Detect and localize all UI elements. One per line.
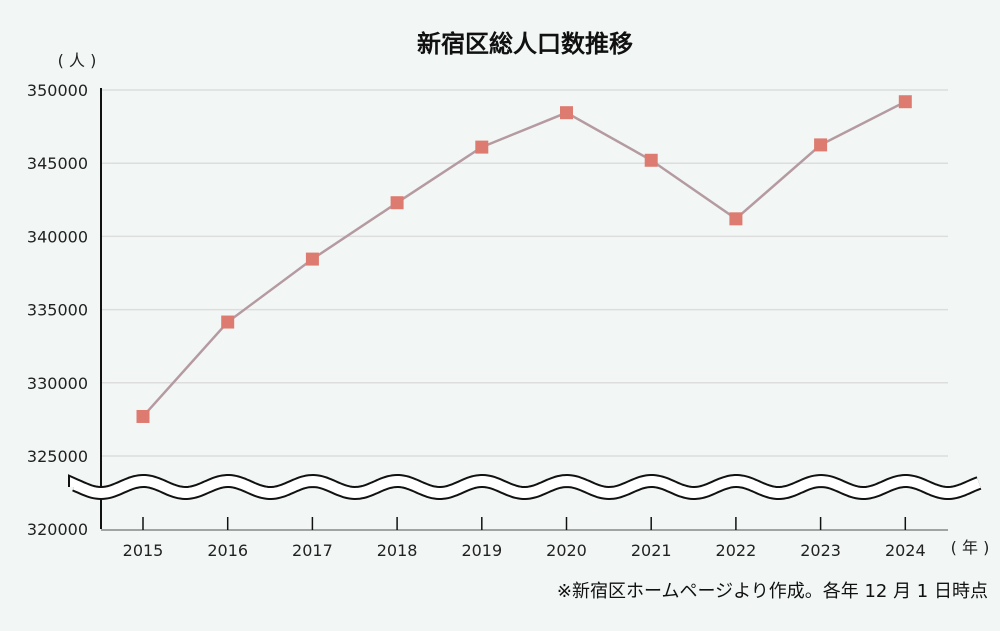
x-tick-label: 2018 — [377, 541, 418, 560]
data-point-marker — [136, 409, 150, 423]
y-tick-label: 320000 — [27, 520, 88, 539]
x-tick-label: 2021 — [631, 541, 672, 560]
source-note: ※新宿区ホームページより作成。各年 12 月 1 日時点 — [557, 581, 988, 602]
data-point-marker — [898, 95, 912, 109]
data-point-marker — [390, 196, 404, 210]
break-wave-fill — [70, 475, 981, 499]
data-point-marker — [475, 140, 489, 154]
data-point-marker — [305, 252, 319, 266]
y-tick-label: 325000 — [27, 447, 88, 466]
data-point-marker — [729, 212, 743, 226]
y-tick-label: 330000 — [27, 374, 88, 393]
y-axis-unit-label: ( 人 ) — [58, 51, 97, 70]
x-tick-label: 2022 — [716, 541, 757, 560]
data-point-marker — [644, 153, 658, 167]
x-tick-label: 2023 — [800, 541, 841, 560]
x-tick-label: 2024 — [885, 541, 926, 560]
x-tick-label: 2020 — [546, 541, 587, 560]
y-tick-label: 350000 — [27, 81, 88, 100]
y-tick-label: 345000 — [27, 154, 88, 173]
chart-title: 新宿区総人口数推移 — [417, 30, 633, 58]
y-tick-label: 335000 — [27, 301, 88, 320]
y-tick-label: 340000 — [27, 227, 88, 246]
x-axis-unit-label: ( 年 ) — [951, 538, 990, 557]
data-point-marker — [560, 106, 573, 120]
x-tick-label: 2019 — [461, 541, 502, 560]
x-tick-label: 2015 — [123, 541, 164, 560]
data-point-marker — [221, 315, 235, 329]
x-tick-label: 2017 — [292, 541, 333, 560]
x-tick-label: 2016 — [207, 541, 248, 560]
axis-break-wave — [68, 473, 982, 501]
series-line — [142, 100, 906, 418]
data-point-marker — [814, 138, 828, 152]
